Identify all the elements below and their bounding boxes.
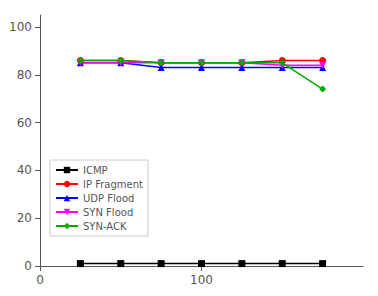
svg-text:SYN Flood: SYN Flood [83,207,133,218]
svg-text:60: 60 [17,116,32,130]
svg-text:SYN-ACK: SYN-ACK [83,221,127,232]
svg-text:100: 100 [190,273,213,287]
svg-text:ICMP: ICMP [83,165,108,176]
svg-text:80: 80 [17,68,32,82]
svg-text:40: 40 [17,163,32,177]
svg-text:UDP Flood: UDP Flood [83,193,134,204]
svg-text:0: 0 [36,273,44,287]
svg-text:IP Fragment: IP Fragment [83,179,143,190]
svg-text:0: 0 [24,259,32,273]
svg-text:20: 20 [17,211,32,225]
svg-text:100: 100 [9,20,32,34]
